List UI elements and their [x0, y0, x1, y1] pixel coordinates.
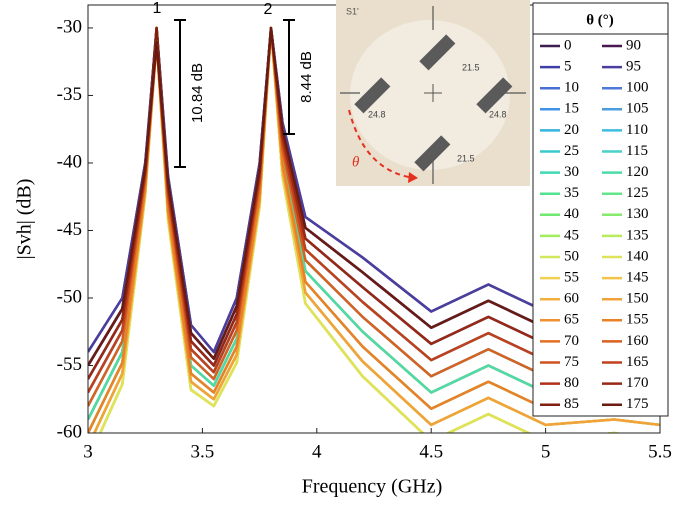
- legend-label: 25: [564, 143, 579, 159]
- y-tick-label: -50: [57, 286, 82, 307]
- legend-label: 115: [626, 143, 648, 159]
- legend-label: 65: [564, 312, 579, 328]
- legend-label: 30: [564, 164, 579, 180]
- x-tick-label: 4.5: [419, 441, 443, 462]
- legend-label: 165: [626, 354, 649, 370]
- legend-label: 150: [626, 291, 649, 307]
- legend-label: 45: [564, 227, 579, 243]
- inset-value: 24.8: [489, 109, 507, 119]
- x-axis-label: Frequency (GHz): [302, 476, 443, 498]
- y-tick-label: -30: [57, 16, 82, 37]
- legend-label: 15: [564, 101, 579, 117]
- legend-label: 50: [564, 248, 579, 264]
- x-tick-label: 4: [312, 441, 322, 462]
- inset-label: S1': [346, 6, 359, 16]
- legend-label: 140: [626, 248, 649, 264]
- legend-label: 120: [626, 164, 649, 180]
- y-tick-label: -45: [57, 219, 82, 240]
- x-tick-label: 5: [541, 441, 551, 462]
- legend-label: 155: [626, 312, 649, 328]
- legend-label: 175: [626, 396, 649, 412]
- legend-label: 160: [626, 333, 649, 349]
- legend-label: 105: [626, 101, 649, 117]
- legend-label: 110: [626, 122, 648, 138]
- legend-label: 0: [564, 37, 572, 53]
- inset-value: 21.5: [457, 153, 475, 163]
- legend-label: 40: [564, 206, 579, 222]
- peak-label: 1: [153, 0, 162, 17]
- legend-label: 130: [626, 206, 649, 222]
- legend-label: 90: [626, 37, 641, 53]
- legend-label: 75: [564, 354, 579, 370]
- inset-value: 21.5: [462, 62, 480, 72]
- legend-label: 20: [564, 122, 579, 138]
- legend-label: 80: [564, 375, 579, 391]
- y-axis-label: |Svh| (dB): [14, 179, 36, 260]
- legend-label: 145: [626, 270, 649, 286]
- inset-angle: θ: [352, 154, 360, 170]
- y-tick-label: -60: [57, 421, 82, 442]
- inset-value: 24.8: [368, 109, 386, 119]
- legend-title: θ (°): [586, 12, 614, 28]
- annotation: 8.44 dB: [298, 51, 315, 103]
- legend-label: 95: [626, 59, 641, 75]
- legend-label: 60: [564, 291, 579, 307]
- legend-box: [532, 2, 669, 417]
- y-tick-label: -40: [57, 151, 82, 172]
- series-line: [88, 26, 660, 367]
- legend-label: 55: [564, 270, 579, 286]
- y-tick-label: -55: [57, 354, 82, 375]
- legend-label: 170: [626, 375, 649, 391]
- bracket: [174, 19, 295, 168]
- x-tick-label: 3: [83, 441, 93, 462]
- legend-label: 125: [626, 185, 649, 201]
- legend-label: 35: [564, 185, 579, 201]
- legend-label: 5: [564, 59, 572, 75]
- legend-label: 10: [564, 80, 579, 96]
- peak-label: 2: [264, 1, 273, 18]
- x-tick-label: 5.5: [648, 441, 672, 462]
- legend-label: 85: [564, 396, 579, 412]
- legend-label: 135: [626, 227, 649, 243]
- legend-label: 70: [564, 333, 579, 349]
- x-tick-label: 3.5: [191, 441, 215, 462]
- y-tick-label: -35: [57, 84, 82, 105]
- inset: [336, 0, 530, 186]
- legend-label: 100: [626, 80, 649, 96]
- annotation: 10.84 dB: [189, 63, 206, 123]
